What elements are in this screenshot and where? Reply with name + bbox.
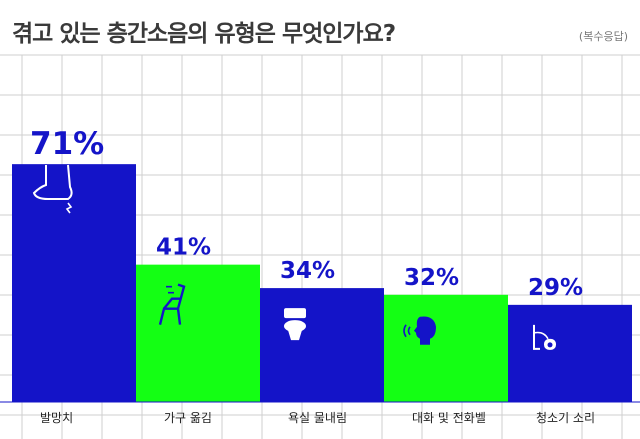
data-label: 71% <box>30 126 104 162</box>
data-label: 41% <box>156 235 211 261</box>
impact-mark <box>65 202 73 214</box>
bar <box>12 164 136 402</box>
data-label: 34% <box>280 258 335 284</box>
chair-drag-icon <box>158 283 186 325</box>
bars: 71% 발망치 41% 가구 옮김 34% 욕실 물내림 32% 대화 및 전화벨 29% 청소기… <box>12 126 632 425</box>
bar-group: 32% 대화 및 전화벨 <box>384 265 508 425</box>
bar-group: 41% 가구 옮김 <box>136 235 260 425</box>
bar-group: 34% 욕실 물내림 <box>260 258 384 425</box>
speaking-icon <box>403 316 436 345</box>
category-label: 대화 및 전화벨 <box>412 411 486 425</box>
category-label: 청소기 소리 <box>536 411 595 425</box>
data-label: 32% <box>404 265 459 291</box>
bar <box>260 288 384 402</box>
chart-subtitle: (복수응답) <box>578 30 628 43</box>
category-label: 욕실 물내림 <box>288 411 347 425</box>
data-label: 29% <box>528 275 583 301</box>
bar-group: 29% 청소기 소리 <box>508 275 632 425</box>
bar <box>384 294 508 402</box>
bar-group: 71% 발망치 <box>12 126 136 425</box>
chart-title: 겪고 있는 층간소음의 유형은 무엇인가요? <box>12 21 396 47</box>
bar <box>508 304 632 402</box>
category-label: 발망치 <box>40 411 73 425</box>
toilet-icon <box>284 308 306 341</box>
vacuum-cleaner-icon <box>533 324 556 350</box>
foot-icon <box>32 164 73 200</box>
category-label: 가구 옮김 <box>164 411 212 425</box>
bar <box>136 264 260 402</box>
